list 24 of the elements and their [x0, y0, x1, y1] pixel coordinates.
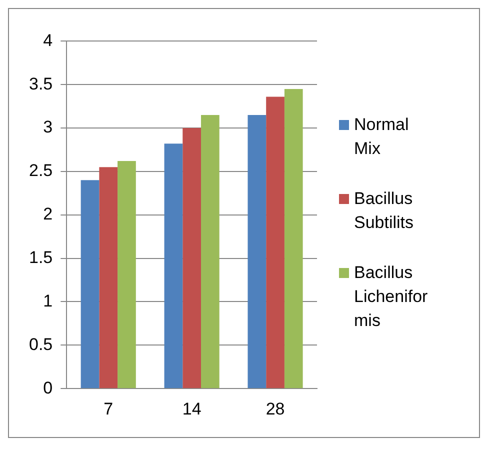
- y-tick-label: 3: [43, 118, 53, 137]
- bar: [118, 161, 136, 388]
- x-tick-label: 7: [104, 399, 114, 418]
- y-tick-label: 1.5: [28, 248, 53, 268]
- bar: [248, 115, 266, 388]
- legend-label: Normal Mix: [354, 114, 410, 160]
- y-tick-label: 1: [43, 291, 53, 310]
- y-tick-label: 2.5: [28, 161, 53, 180]
- bar: [200, 115, 220, 388]
- y-tick-label: 4: [43, 30, 53, 50]
- bar: [99, 167, 118, 388]
- bar: [284, 88, 303, 388]
- bar: [266, 96, 284, 388]
- legend-label: Bacillus Subtilits: [354, 188, 415, 234]
- x-tick-label: 14: [182, 399, 202, 418]
- y-tick-label: 2: [43, 204, 53, 224]
- y-tick-label: 3.5: [28, 74, 53, 94]
- bar: [182, 128, 201, 388]
- x-tick-label: 28: [266, 399, 285, 418]
- bar: [164, 144, 183, 388]
- legend-label: Bacillus Licheniformis: [354, 262, 429, 332]
- y-tick-label: 0: [43, 378, 53, 398]
- y-tick-label: 0.5: [28, 334, 53, 354]
- bar: [80, 180, 100, 388]
